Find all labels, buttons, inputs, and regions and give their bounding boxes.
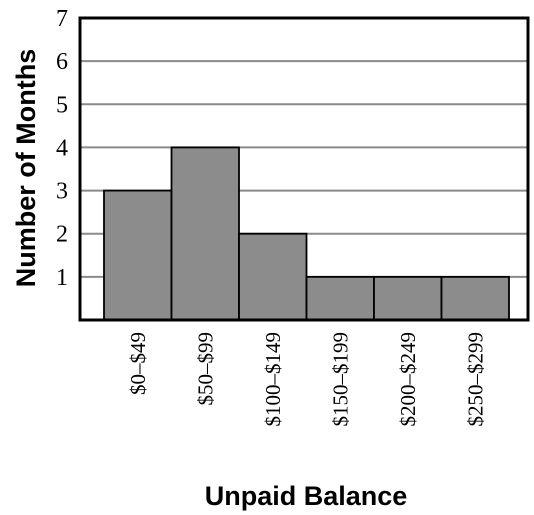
y-axis-title: Number of Months: [11, 49, 41, 287]
x-tick-label: $150–$199: [328, 332, 352, 427]
bar-5: [373, 275, 443, 321]
y-tick-label: 7: [56, 6, 68, 32]
bar-3: [238, 232, 308, 321]
x-axis-title: Unpaid Balance: [205, 481, 408, 511]
y-tick-label: 6: [56, 49, 68, 75]
plot-frame: [78, 16, 530, 322]
x-tick-labels: $0–$49 $50–$99 $100–$149 $150–$199 $200–$249…: [126, 332, 488, 427]
y-tick-label: 4: [56, 135, 68, 161]
y-tick-labels: 1 2 3 4 5 6 7: [56, 6, 68, 291]
bar-1: [103, 189, 173, 321]
y-tick-label: 1: [56, 265, 68, 291]
x-tick-label: $50–$99: [193, 332, 217, 406]
bar-2: [170, 146, 240, 321]
x-tick-label: $250–$299: [463, 332, 487, 427]
y-tick-label: 2: [56, 222, 68, 248]
bar-4: [305, 275, 375, 321]
y-tick-label: 3: [56, 179, 68, 205]
y-tick-label: 5: [56, 92, 68, 118]
bar-6: [440, 275, 510, 321]
x-tick-label: $100–$149: [261, 332, 285, 427]
x-tick-label: $0–$49: [126, 332, 150, 395]
x-tick-label: $200–$249: [396, 332, 420, 427]
bars: [103, 146, 510, 321]
